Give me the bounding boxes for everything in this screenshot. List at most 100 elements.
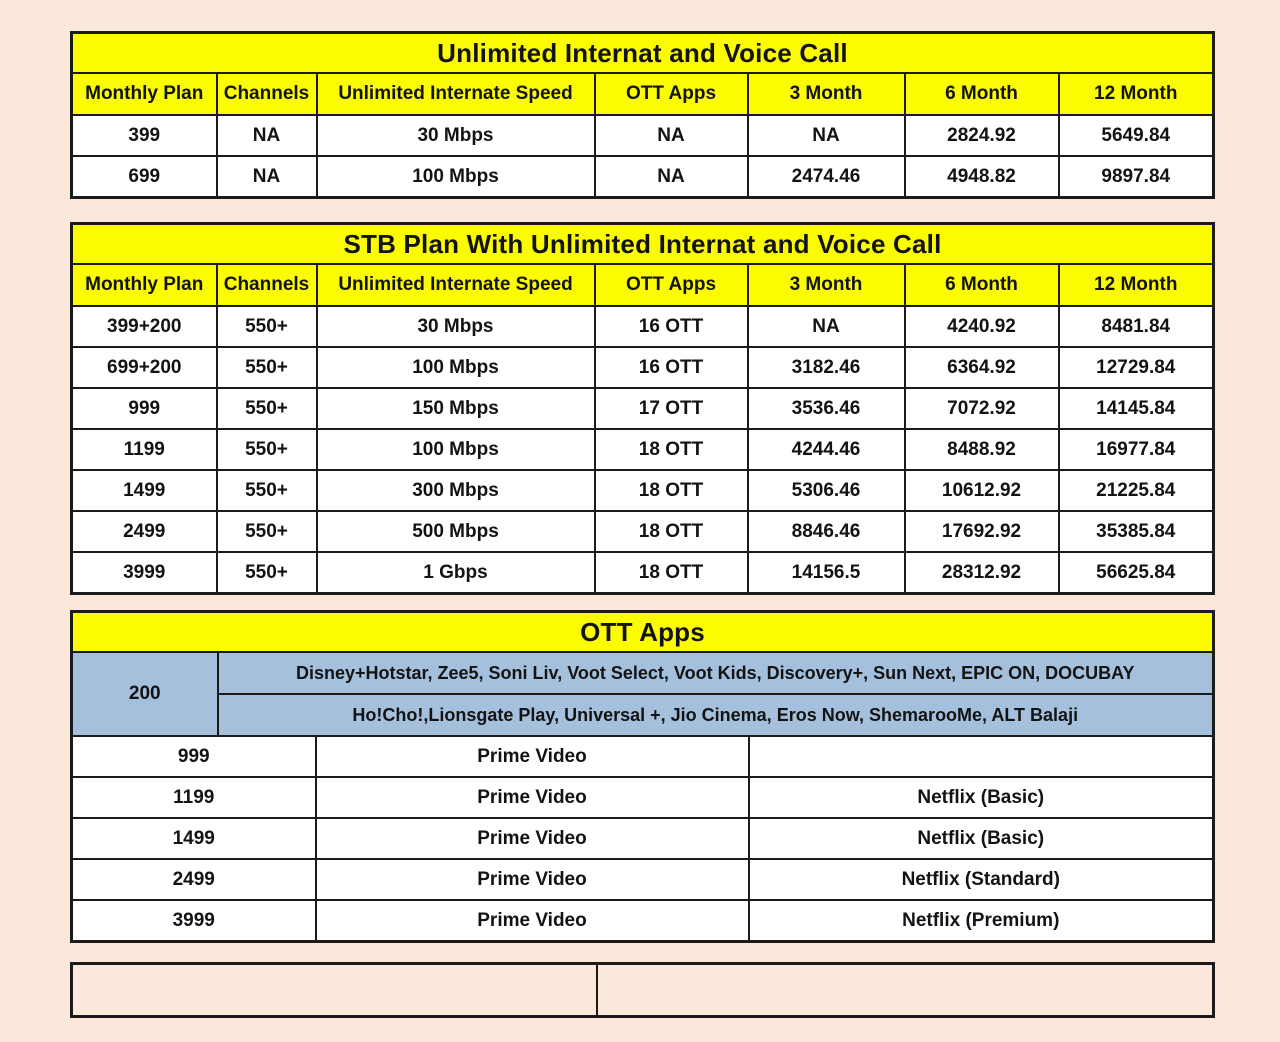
table-cell: 4244.46 <box>746 428 906 471</box>
table-cell: Prime Video <box>314 899 750 943</box>
table-cell: 18 OTT <box>593 510 749 553</box>
table-cell: 3182.46 <box>746 346 906 389</box>
column-header: OTT Apps <box>593 263 749 307</box>
table-cell: 550+ <box>215 387 318 430</box>
table-cell: 3999 <box>70 551 218 595</box>
table-cell: 100 Mbps <box>315 428 596 471</box>
table-cell: 35385.84 <box>1057 510 1215 553</box>
table-row: 3999 Prime Video Netflix (Premium) <box>70 899 1215 943</box>
table-cell: 550+ <box>215 469 318 512</box>
table-cell: NA <box>593 114 749 157</box>
table-cell: 1199 <box>70 428 218 471</box>
table-title: OTT Apps <box>70 610 1215 653</box>
table-header-row: Monthly Plan Channels Unlimited Internat… <box>70 263 1215 307</box>
column-header: 12 Month <box>1057 72 1215 116</box>
table-row: Ho!Cho!,Lionsgate Play, Universal +, Jio… <box>72 693 1215 737</box>
table-cell: 550+ <box>215 305 318 348</box>
column-header: OTT Apps <box>593 72 749 116</box>
column-header: Channels <box>215 263 318 307</box>
table-cell: 17692.92 <box>903 510 1060 553</box>
table-cell: 14145.84 <box>1057 387 1215 430</box>
table-cell: 7072.92 <box>903 387 1060 430</box>
table-cell: 14156.5 <box>746 551 906 595</box>
table-cell: NA <box>215 114 318 157</box>
table-row: 2499 550+ 500 Mbps 18 OTT 8846.46 17692.… <box>70 510 1215 553</box>
ott-apps-table: OTT Apps 200 Disney+Hotstar, Zee5, Soni … <box>70 610 1215 943</box>
table-cell: 8488.92 <box>903 428 1060 471</box>
table-title-row: STB Plan With Unlimited Internat and Voi… <box>70 222 1215 265</box>
table-cell: 1499 <box>70 469 218 512</box>
table-cell: 999 <box>70 387 218 430</box>
table-row: 399 NA 30 Mbps NA NA 2824.92 5649.84 <box>70 114 1215 157</box>
table-cell: 550+ <box>215 510 318 553</box>
table-cell: Ho!Cho!,Lionsgate Play, Universal +, Jio… <box>216 693 1215 737</box>
table-row: 999 550+ 150 Mbps 17 OTT 3536.46 7072.92… <box>70 387 1215 430</box>
table-cell: 17 OTT <box>593 387 749 430</box>
table-cell <box>747 735 1215 778</box>
table-cell: 1499 <box>70 817 317 860</box>
table-cell: Prime Video <box>314 735 750 778</box>
table-cell: 12729.84 <box>1057 346 1215 389</box>
table-title-row: OTT Apps <box>70 610 1215 653</box>
empty-cell <box>595 962 1215 1018</box>
table-cell: NA <box>746 114 906 157</box>
table-cell: 699+200 <box>70 346 218 389</box>
table-cell: Netflix (Basic) <box>747 817 1215 860</box>
table-row: 1199 Prime Video Netflix (Basic) <box>70 776 1215 819</box>
table-cell: 4240.92 <box>903 305 1060 348</box>
table-cell: Prime Video <box>314 817 750 860</box>
table-row: 399+200 550+ 30 Mbps 16 OTT NA 4240.92 8… <box>70 305 1215 348</box>
table-title-row: Unlimited Internat and Voice Call <box>70 31 1215 74</box>
table-cell: 150 Mbps <box>315 387 596 430</box>
column-header: Unlimited Internate Speed <box>315 72 596 116</box>
column-header: 3 Month <box>746 263 906 307</box>
table-cell: 2824.92 <box>903 114 1060 157</box>
column-header: Monthly Plan <box>70 263 218 307</box>
table-cell: NA <box>215 155 318 199</box>
column-header: 6 Month <box>903 263 1060 307</box>
table-cell: 399+200 <box>70 305 218 348</box>
table-cell: 1199 <box>70 776 317 819</box>
table-cell: 300 Mbps <box>315 469 596 512</box>
empty-cell <box>70 962 598 1018</box>
table-cell: Netflix (Basic) <box>747 776 1215 819</box>
table-cell: 4948.82 <box>903 155 1060 199</box>
table-cell: 3999 <box>70 899 317 943</box>
table-cell: 5306.46 <box>746 469 906 512</box>
table-title: STB Plan With Unlimited Internat and Voi… <box>70 222 1215 265</box>
table-cell: 100 Mbps <box>315 346 596 389</box>
table-cell: 699 <box>70 155 218 199</box>
table-row <box>70 962 1215 1018</box>
table-row: 1199 550+ 100 Mbps 18 OTT 4244.46 8488.9… <box>70 428 1215 471</box>
table-cell: Prime Video <box>314 776 750 819</box>
table-row: 1499 Prime Video Netflix (Basic) <box>70 817 1215 860</box>
table-title: Unlimited Internat and Voice Call <box>70 31 1215 74</box>
unlimited-plan-table: Unlimited Internat and Voice Call Monthl… <box>70 31 1215 199</box>
table-cell: 30 Mbps <box>315 114 596 157</box>
column-header: Channels <box>215 72 318 116</box>
table-cell: 18 OTT <box>593 428 749 471</box>
table-row: 699 NA 100 Mbps NA 2474.46 4948.82 9897.… <box>70 155 1215 199</box>
table-cell: 30 Mbps <box>315 305 596 348</box>
table-cell: 2499 <box>70 510 218 553</box>
table-cell: 3536.46 <box>746 387 906 430</box>
table-cell: 56625.84 <box>1057 551 1215 595</box>
table-cell: NA <box>746 305 906 348</box>
table-cell: 999 <box>70 735 317 778</box>
table-cell: 16 OTT <box>593 305 749 348</box>
table-cell: 200 <box>70 651 219 737</box>
table-row: 1499 550+ 300 Mbps 18 OTT 5306.46 10612.… <box>70 469 1215 512</box>
table-row: 699+200 550+ 100 Mbps 16 OTT 3182.46 636… <box>70 346 1215 389</box>
stb-plan-table: STB Plan With Unlimited Internat and Voi… <box>70 222 1215 595</box>
table-cell: 9897.84 <box>1057 155 1215 199</box>
table-cell: 28312.92 <box>903 551 1060 595</box>
table-cell: NA <box>593 155 749 199</box>
table-cell: 8846.46 <box>746 510 906 553</box>
table-row: 200 Disney+Hotstar, Zee5, Soni Liv, Voot… <box>70 651 1215 737</box>
table-cell: 5649.84 <box>1057 114 1215 157</box>
table-cell: 2499 <box>70 858 317 901</box>
table-cell: 550+ <box>215 428 318 471</box>
column-header: Unlimited Internate Speed <box>315 263 596 307</box>
table-cell: 8481.84 <box>1057 305 1215 348</box>
